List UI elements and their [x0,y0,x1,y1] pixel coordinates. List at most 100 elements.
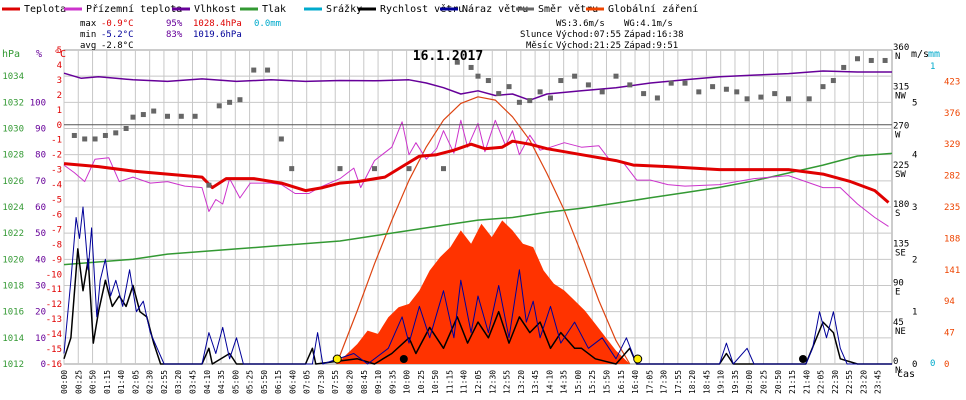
time-tick: 09:35 [388,370,397,394]
time-tick: 21:40 [802,370,811,394]
wind-dir-point [723,86,729,92]
time-tick: 06:15 [274,370,283,394]
time-tick: 17:55 [674,370,683,394]
time-tick: 20:50 [774,370,783,394]
deg-tick: -3 [51,166,62,176]
time-tick: 11:40 [460,370,469,394]
time-tick: 02:05 [131,370,140,394]
deg-tick: -9 [51,255,62,265]
wind-dir-point [251,67,257,73]
rad-tick: 94 [944,297,955,307]
time-tick: 15:25 [588,370,597,394]
time-axis: 00:00 00:25 00:50 01:15 01:40 02:05 02:30 02:55… [60,370,883,394]
time-tick: 17:05 [645,370,654,394]
dir-tick-label: NW [895,91,906,101]
wind-dir-point [82,136,88,142]
time-tick: 15:00 [574,370,583,394]
moonrise-marker [798,355,807,363]
wind-dir-point [868,57,874,63]
wind-dir-point [92,136,98,142]
wind-dir-point [468,64,474,70]
legend-label: Globální záření [608,3,698,15]
legend-label: Náraz větru [462,3,528,15]
deg-tick: 5 [57,46,62,56]
wind-dir-point [506,84,512,90]
deg-tick: -8 [51,240,62,250]
time-tick: 00:25 [74,370,83,394]
wind-dir-point [599,89,605,95]
time-tick: 22:05 [817,370,826,394]
time-tick: 13:20 [517,370,526,394]
time-tick: 23:20 [859,370,868,394]
time-tick: 16:15 [617,370,626,394]
deg-tick: -13 [46,315,62,325]
stat-max-press: 1028.4hPa [193,19,242,29]
dir-tick-deg: 225 [893,161,909,171]
ms-unit: m/s [911,49,929,60]
time-tick: 17:30 [660,370,669,394]
legend-label: Tlak [262,4,286,15]
ms-tick: 4 [912,151,917,161]
wind-dir-point [406,166,412,172]
wind-dir-point [710,84,716,90]
pct-tick: 30 [35,282,46,292]
deg-tick: 0 [57,121,62,131]
pct-tick: 20 [35,308,46,318]
deg-tick: -10 [46,270,62,280]
wind-dir-point [516,99,522,105]
wind-dir-point [696,89,702,95]
dir-tick-deg: 360 [893,43,909,53]
hpa-tick: 1032 [2,98,24,108]
rad-tick: 47 [944,329,955,339]
wind-dir-point [265,67,271,73]
radiation-axis: 423 376 329 282 235 188 141 94 47 0 [944,77,960,370]
wind-speed-axis: 5 4 3 2 1 0 [912,98,917,370]
wind-dir-point [668,80,674,86]
sunrise-marker [332,354,342,364]
time-tick: 10:00 [403,370,412,394]
hpa-tick: 1012 [2,360,24,370]
dir-tick-label: SE [895,248,906,258]
deg-tick: -16 [46,360,62,370]
pct-tick: 60 [35,203,46,213]
time-tick: 12:55 [503,370,512,394]
stat-max-rain: 0.0mm [254,19,281,29]
time-tick: 06:40 [288,370,297,394]
wind-dir-point [585,82,591,88]
wind-gust-line [63,206,892,365]
ms-tick: 3 [912,203,917,213]
time-tick: 00:00 [60,370,69,394]
wind-dir-point [547,95,553,101]
deg-tick: -6 [51,210,62,220]
wind-dir-point [475,73,481,79]
ms-tick: 2 [912,255,917,265]
sun-moon-markers [332,354,807,364]
wind-dir-point [130,114,136,120]
stat-max-temp: -0.9°C [101,19,134,29]
wind-dir-point [882,57,888,63]
wind-direction-points [71,56,888,188]
hpa-tick: 1030 [2,125,24,135]
wind-dir-point [772,91,778,97]
dir-tick-deg: 0 [893,357,898,367]
stat-min-press: 1019.6hPa [193,30,242,40]
time-tick: 03:45 [188,370,197,394]
deg-tick: 1 [57,106,62,116]
deg-tick: -2 [51,151,62,161]
wind-dir-point [485,78,491,84]
wind-dir-point [830,78,836,84]
legend-label: Vlhkost [194,4,236,15]
stat-avg-temp: -2.8°C [101,41,134,51]
hpa-tick: 1026 [2,177,24,187]
sunset-marker [633,354,643,364]
hpa-axis: 1034 1032 1030 1028 1026 1024 1022 1020 1018 1016… [2,72,24,370]
wind-dir-point [572,73,578,79]
deg-tick: -5 [51,196,62,206]
dir-tick-deg: 315 [893,82,909,92]
dir-tick-label: N [895,52,900,62]
stat-max-label: max [80,19,97,29]
wind-dir-point [454,59,460,65]
wind-dir-point [278,136,284,142]
pct-tick: 40 [35,255,46,265]
rad-tick: 329 [944,140,960,150]
